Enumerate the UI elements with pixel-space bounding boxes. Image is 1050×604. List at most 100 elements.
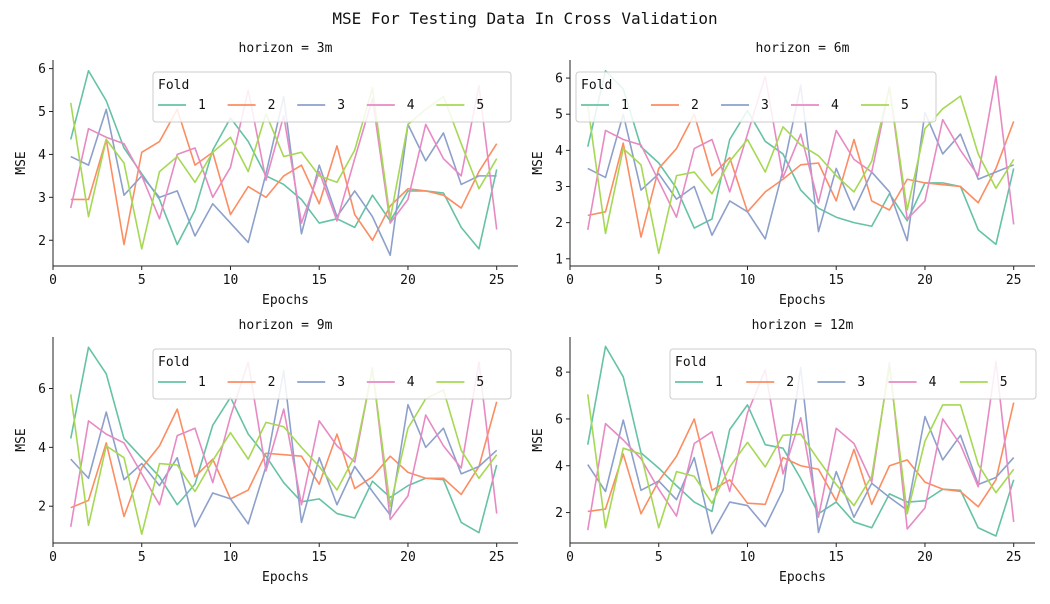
y-tick-label: 4 <box>38 441 46 456</box>
legend-label-fold-1: 1 <box>198 375 206 390</box>
y-tick-label: 5 <box>38 105 46 120</box>
x-tick-label: 25 <box>489 273 505 288</box>
y-tick-label: 6 <box>38 382 46 397</box>
legend-label-fold-5: 5 <box>476 98 484 113</box>
legend-label-fold-4: 4 <box>407 98 415 113</box>
y-tick-label: 2 <box>555 506 563 521</box>
series-line-fold-2 <box>70 108 498 246</box>
y-axis-label: MSE <box>14 151 29 174</box>
y-axis-label: MSE <box>531 428 546 451</box>
legend-frame <box>152 71 512 123</box>
legend-label-fold-2: 2 <box>268 98 276 113</box>
x-tick-label: 0 <box>566 550 574 565</box>
x-tick-label: 5 <box>655 273 663 288</box>
y-tick-label: 5 <box>555 108 563 123</box>
subplot-title: horizon = 12m <box>752 318 854 333</box>
legend: Fold 1 2 3 4 5 <box>669 348 1037 400</box>
legend-frame <box>575 71 937 123</box>
legend-label-fold-4: 4 <box>407 375 415 390</box>
series-line-fold-2 <box>587 113 1015 238</box>
series-line-fold-5 <box>586 86 1015 255</box>
x-tick-label: 15 <box>311 273 327 288</box>
y-tick-label: 4 <box>555 144 563 159</box>
x-axis-label: Epochs <box>262 570 309 585</box>
legend-frame <box>669 348 1037 400</box>
legend-label-fold-5: 5 <box>476 375 484 390</box>
x-tick-label: 15 <box>828 550 844 565</box>
y-tick-label: 2 <box>38 234 46 249</box>
y-tick-label: 8 <box>555 366 563 381</box>
y-tick-label: 4 <box>555 459 563 474</box>
series-line-fold-1 <box>586 70 1015 246</box>
x-tick-label: 15 <box>828 273 844 288</box>
figure-title: MSE For Testing Data In Cross Validation <box>332 9 717 28</box>
x-tick-label: 25 <box>1006 273 1022 288</box>
x-axis-label: Epochs <box>779 570 826 585</box>
x-tick-label: 10 <box>740 273 756 288</box>
legend-label-fold-2: 2 <box>786 375 794 390</box>
x-tick-label: 0 <box>49 273 57 288</box>
x-tick-label: 5 <box>138 273 146 288</box>
x-tick-label: 20 <box>917 550 933 565</box>
legend-label-fold-2: 2 <box>268 375 276 390</box>
y-tick-label: 6 <box>555 412 563 427</box>
y-tick-label: 2 <box>555 216 563 231</box>
x-tick-label: 10 <box>223 550 239 565</box>
legend-label-fold-4: 4 <box>929 375 937 390</box>
x-tick-label: 0 <box>49 550 57 565</box>
legend-label-fold-1: 1 <box>198 98 206 113</box>
x-tick-label: 20 <box>917 273 933 288</box>
legend-label-fold-1: 1 <box>621 98 629 113</box>
x-tick-label: 20 <box>400 550 416 565</box>
legend: Fold 1 2 3 4 5 <box>152 348 512 400</box>
series-line-fold-5 <box>586 365 1015 529</box>
subplot-1: horizon = 3m0 5 10 15 20 2523456EpochsMSEFold… <box>14 41 518 308</box>
legend-label-fold-5: 5 <box>1000 375 1008 390</box>
subplot-title: horizon = 9m <box>239 318 333 333</box>
legend: Fold 1 2 3 4 5 <box>575 71 937 123</box>
x-tick-label: 10 <box>740 550 756 565</box>
legend-title: Fold <box>581 78 612 93</box>
x-tick-label: 5 <box>138 550 146 565</box>
x-axis-label: Epochs <box>262 293 309 308</box>
legend-title: Fold <box>158 355 189 370</box>
series-line-fold-2 <box>70 401 498 518</box>
legend-label-fold-3: 3 <box>337 98 345 113</box>
legend-label-fold-5: 5 <box>901 98 909 113</box>
subplot-2: horizon = 6m0 5 10 15 20 25123456EpochsMSEFol… <box>531 41 1035 308</box>
series-line-fold-4 <box>586 360 1015 531</box>
legend-label-fold-3: 3 <box>761 98 769 113</box>
series-line-fold-4 <box>586 75 1015 231</box>
x-tick-label: 5 <box>655 550 663 565</box>
series-line-fold-4 <box>69 361 498 527</box>
x-tick-label: 20 <box>400 273 416 288</box>
y-tick-label: 4 <box>38 148 46 163</box>
subplot-title: horizon = 3m <box>239 41 333 56</box>
legend-title: Fold <box>158 78 189 93</box>
legend-title: Fold <box>675 355 706 370</box>
y-axis-label: MSE <box>14 428 29 451</box>
x-tick-label: 25 <box>1006 550 1022 565</box>
y-tick-label: 6 <box>555 72 563 87</box>
legend: Fold 1 2 3 4 5 <box>152 71 512 123</box>
y-tick-label: 1 <box>555 252 563 267</box>
x-tick-label: 15 <box>311 550 327 565</box>
legend-label-fold-1: 1 <box>715 375 723 390</box>
x-tick-label: 25 <box>489 550 505 565</box>
y-tick-label: 6 <box>38 62 46 77</box>
x-axis-label: Epochs <box>779 293 826 308</box>
legend-frame <box>152 348 512 400</box>
legend-label-fold-2: 2 <box>691 98 699 113</box>
legend-label-fold-4: 4 <box>831 98 839 113</box>
legend-label-fold-3: 3 <box>857 375 865 390</box>
legend-label-fold-3: 3 <box>337 375 345 390</box>
y-tick-label: 3 <box>38 191 46 206</box>
x-tick-label: 10 <box>223 273 239 288</box>
y-tick-label: 2 <box>38 500 46 515</box>
y-tick-label: 3 <box>555 180 563 195</box>
x-tick-label: 0 <box>566 273 574 288</box>
